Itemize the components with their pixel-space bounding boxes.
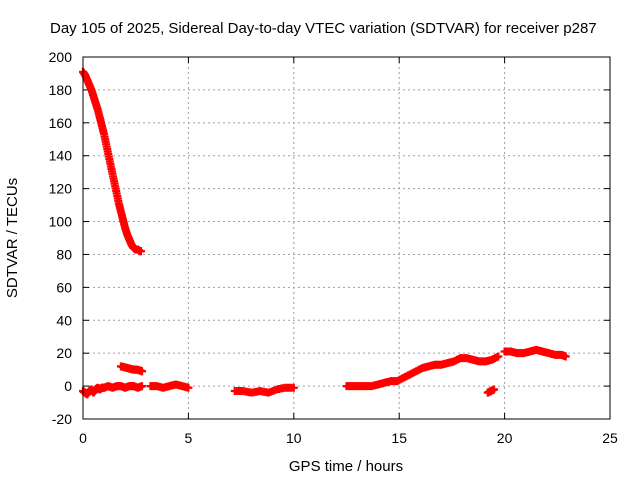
- data-point: [184, 383, 193, 392]
- data-points: [79, 67, 570, 399]
- y-tick-label: 80: [56, 246, 72, 262]
- x-tick-label: 25: [602, 430, 618, 446]
- x-tick-label: 15: [391, 430, 407, 446]
- y-tick-label: 100: [49, 214, 73, 230]
- y-tick-label: 60: [56, 279, 72, 295]
- y-tick-label: 160: [49, 115, 73, 131]
- axis-ticks: -20 0 20 40 60 80 100 120 140 160 180 200 0 5 10 15 20 25: [49, 49, 618, 446]
- data-point: [490, 385, 499, 394]
- x-axis-label: GPS time / hours: [289, 458, 403, 475]
- data-point: [136, 247, 145, 256]
- chart-title: Day 105 of 2025, Sidereal Day-to-day VTE…: [50, 20, 597, 37]
- x-tick-label: 10: [286, 430, 302, 446]
- data-point: [494, 352, 503, 361]
- y-tick-label: 40: [56, 312, 72, 328]
- y-tick-label: 20: [56, 345, 72, 361]
- data-point: [289, 383, 298, 392]
- data-point: [138, 382, 147, 391]
- y-tick-label: 140: [49, 148, 73, 164]
- y-tick-label: 0: [64, 378, 72, 394]
- data-point: [561, 352, 570, 361]
- plot-frame: [82, 56, 611, 420]
- y-tick-label: 200: [49, 49, 73, 65]
- y-tick-label: 180: [49, 82, 73, 98]
- y-tick-label: 120: [49, 181, 73, 197]
- x-tick-label: 20: [497, 430, 513, 446]
- y-axis-label: SDTVAR / TECUs: [4, 178, 21, 298]
- y-tick-label: -20: [52, 411, 72, 427]
- data-point: [138, 367, 147, 376]
- x-tick-label: 5: [185, 430, 193, 446]
- x-tick-label: 0: [79, 430, 87, 446]
- grid-lines: [83, 57, 610, 419]
